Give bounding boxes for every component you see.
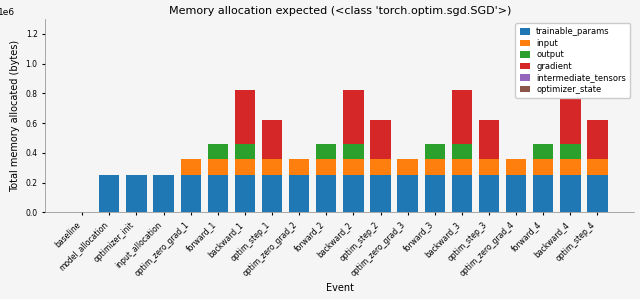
Bar bbox=[533, 159, 554, 175]
Bar bbox=[479, 175, 499, 212]
Bar bbox=[452, 90, 472, 144]
Bar bbox=[289, 175, 309, 212]
Title: Memory allocation expected (<class 'torch.optim.sgd.SGD'>): Memory allocation expected (<class 'torc… bbox=[169, 6, 511, 16]
Bar bbox=[235, 175, 255, 212]
Bar bbox=[289, 159, 309, 175]
Bar bbox=[316, 175, 337, 212]
Bar bbox=[262, 175, 282, 212]
Bar bbox=[424, 175, 445, 212]
Bar bbox=[560, 144, 580, 159]
Bar bbox=[452, 175, 472, 212]
Bar bbox=[588, 159, 607, 175]
Bar bbox=[235, 90, 255, 144]
Bar bbox=[560, 159, 580, 175]
Bar bbox=[397, 175, 418, 212]
Y-axis label: Total memory allocated (bytes): Total memory allocated (bytes) bbox=[10, 40, 20, 192]
Bar bbox=[479, 159, 499, 175]
Bar bbox=[588, 175, 607, 212]
Bar bbox=[533, 175, 554, 212]
Bar bbox=[207, 144, 228, 159]
Bar bbox=[316, 159, 337, 175]
Bar bbox=[479, 120, 499, 159]
Bar bbox=[397, 159, 418, 175]
Bar bbox=[560, 175, 580, 212]
Bar bbox=[262, 120, 282, 159]
Bar bbox=[180, 175, 201, 212]
Bar bbox=[207, 159, 228, 175]
Bar bbox=[343, 144, 364, 159]
Legend: trainable_params, input, output, gradient, intermediate_tensors, optimizer_state: trainable_params, input, output, gradien… bbox=[515, 23, 630, 98]
Bar bbox=[207, 175, 228, 212]
Bar bbox=[316, 144, 337, 159]
Bar bbox=[126, 175, 147, 212]
Bar bbox=[235, 159, 255, 175]
Bar bbox=[99, 175, 120, 212]
Bar bbox=[371, 175, 390, 212]
Bar bbox=[371, 120, 390, 159]
X-axis label: Event: Event bbox=[326, 283, 354, 293]
Bar bbox=[343, 175, 364, 212]
Bar bbox=[533, 144, 554, 159]
Bar bbox=[560, 90, 580, 144]
Bar bbox=[371, 159, 390, 175]
Bar bbox=[506, 159, 526, 175]
Bar bbox=[154, 175, 173, 212]
Bar bbox=[424, 159, 445, 175]
Bar bbox=[235, 144, 255, 159]
Bar bbox=[180, 159, 201, 175]
Bar bbox=[506, 175, 526, 212]
Bar bbox=[452, 144, 472, 159]
Bar bbox=[262, 159, 282, 175]
Bar bbox=[588, 120, 607, 159]
Bar bbox=[424, 144, 445, 159]
Bar bbox=[452, 159, 472, 175]
Bar bbox=[343, 159, 364, 175]
Bar bbox=[343, 90, 364, 144]
Text: 1e6: 1e6 bbox=[0, 8, 15, 17]
